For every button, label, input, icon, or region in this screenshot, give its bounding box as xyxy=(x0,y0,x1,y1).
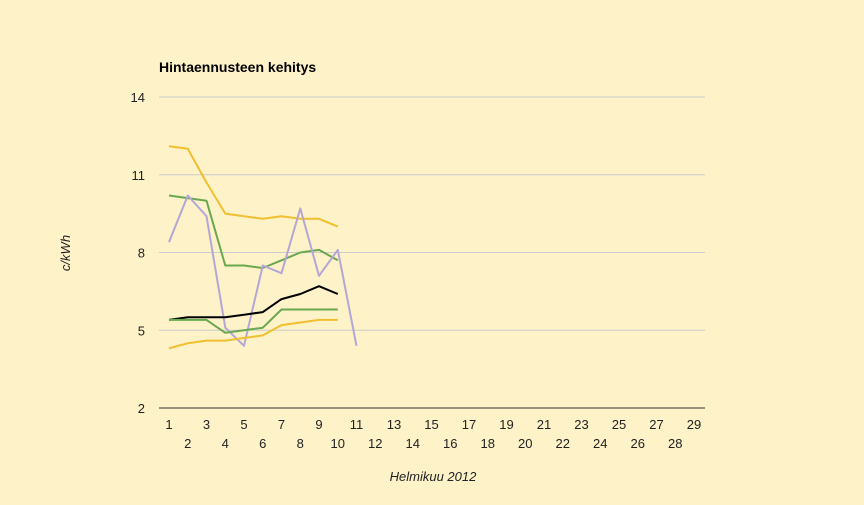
x-axis-label: Helmikuu 2012 xyxy=(390,469,477,484)
x-tick-label: 7 xyxy=(278,417,285,432)
x-tick-label: 24 xyxy=(593,436,607,451)
x-tick-label: 1 xyxy=(165,417,172,432)
y-tick-label: 14 xyxy=(131,90,145,105)
x-tick-label: 29 xyxy=(687,417,701,432)
x-tick-label: 25 xyxy=(612,417,626,432)
series-line-6 xyxy=(168,318,338,350)
x-tick-label: 4 xyxy=(222,436,229,451)
x-tick-label: 23 xyxy=(574,417,588,432)
x-tick-label: 16 xyxy=(443,436,457,451)
y-tick-label: 8 xyxy=(138,246,145,261)
x-tick-label: 15 xyxy=(424,417,438,432)
x-tick-label: 20 xyxy=(518,436,532,451)
x-tick-label: 3 xyxy=(203,417,210,432)
x-tick-label: 19 xyxy=(499,417,513,432)
series-line-2 xyxy=(168,194,339,269)
y-axis-label: c/kWh xyxy=(58,235,73,271)
y-tick-label: 5 xyxy=(138,323,145,338)
x-tick-label: 9 xyxy=(315,417,322,432)
axes: 2581114123456789101112131415161718192021… xyxy=(131,90,705,451)
y-tick-label: 11 xyxy=(132,168,146,183)
x-tick-label: 12 xyxy=(368,436,382,451)
x-tick-label: 8 xyxy=(297,436,304,451)
x-tick-label: 28 xyxy=(668,436,682,451)
x-tick-label: 14 xyxy=(406,436,420,451)
x-tick-label: 10 xyxy=(331,436,345,451)
x-tick-label: 13 xyxy=(387,417,401,432)
chart-title: Hintaennusteen kehitys xyxy=(159,59,316,75)
x-tick-label: 11 xyxy=(350,417,364,432)
x-tick-label: 21 xyxy=(537,417,551,432)
series-line-5 xyxy=(169,308,338,334)
x-tick-label: 18 xyxy=(481,436,495,451)
series-line-1 xyxy=(168,145,339,228)
x-tick-label: 17 xyxy=(462,417,476,432)
gridlines xyxy=(159,96,705,331)
x-tick-label: 6 xyxy=(259,436,266,451)
series-lines xyxy=(168,145,358,350)
series-line-3 xyxy=(168,194,358,347)
x-tick-label: 5 xyxy=(240,417,247,432)
x-tick-label: 27 xyxy=(649,417,663,432)
x-tick-label: 2 xyxy=(184,436,191,451)
x-tick-label: 22 xyxy=(556,436,570,451)
x-tick-label: 26 xyxy=(631,436,645,451)
y-tick-label: 2 xyxy=(138,401,145,416)
series-line-4 xyxy=(168,285,339,321)
